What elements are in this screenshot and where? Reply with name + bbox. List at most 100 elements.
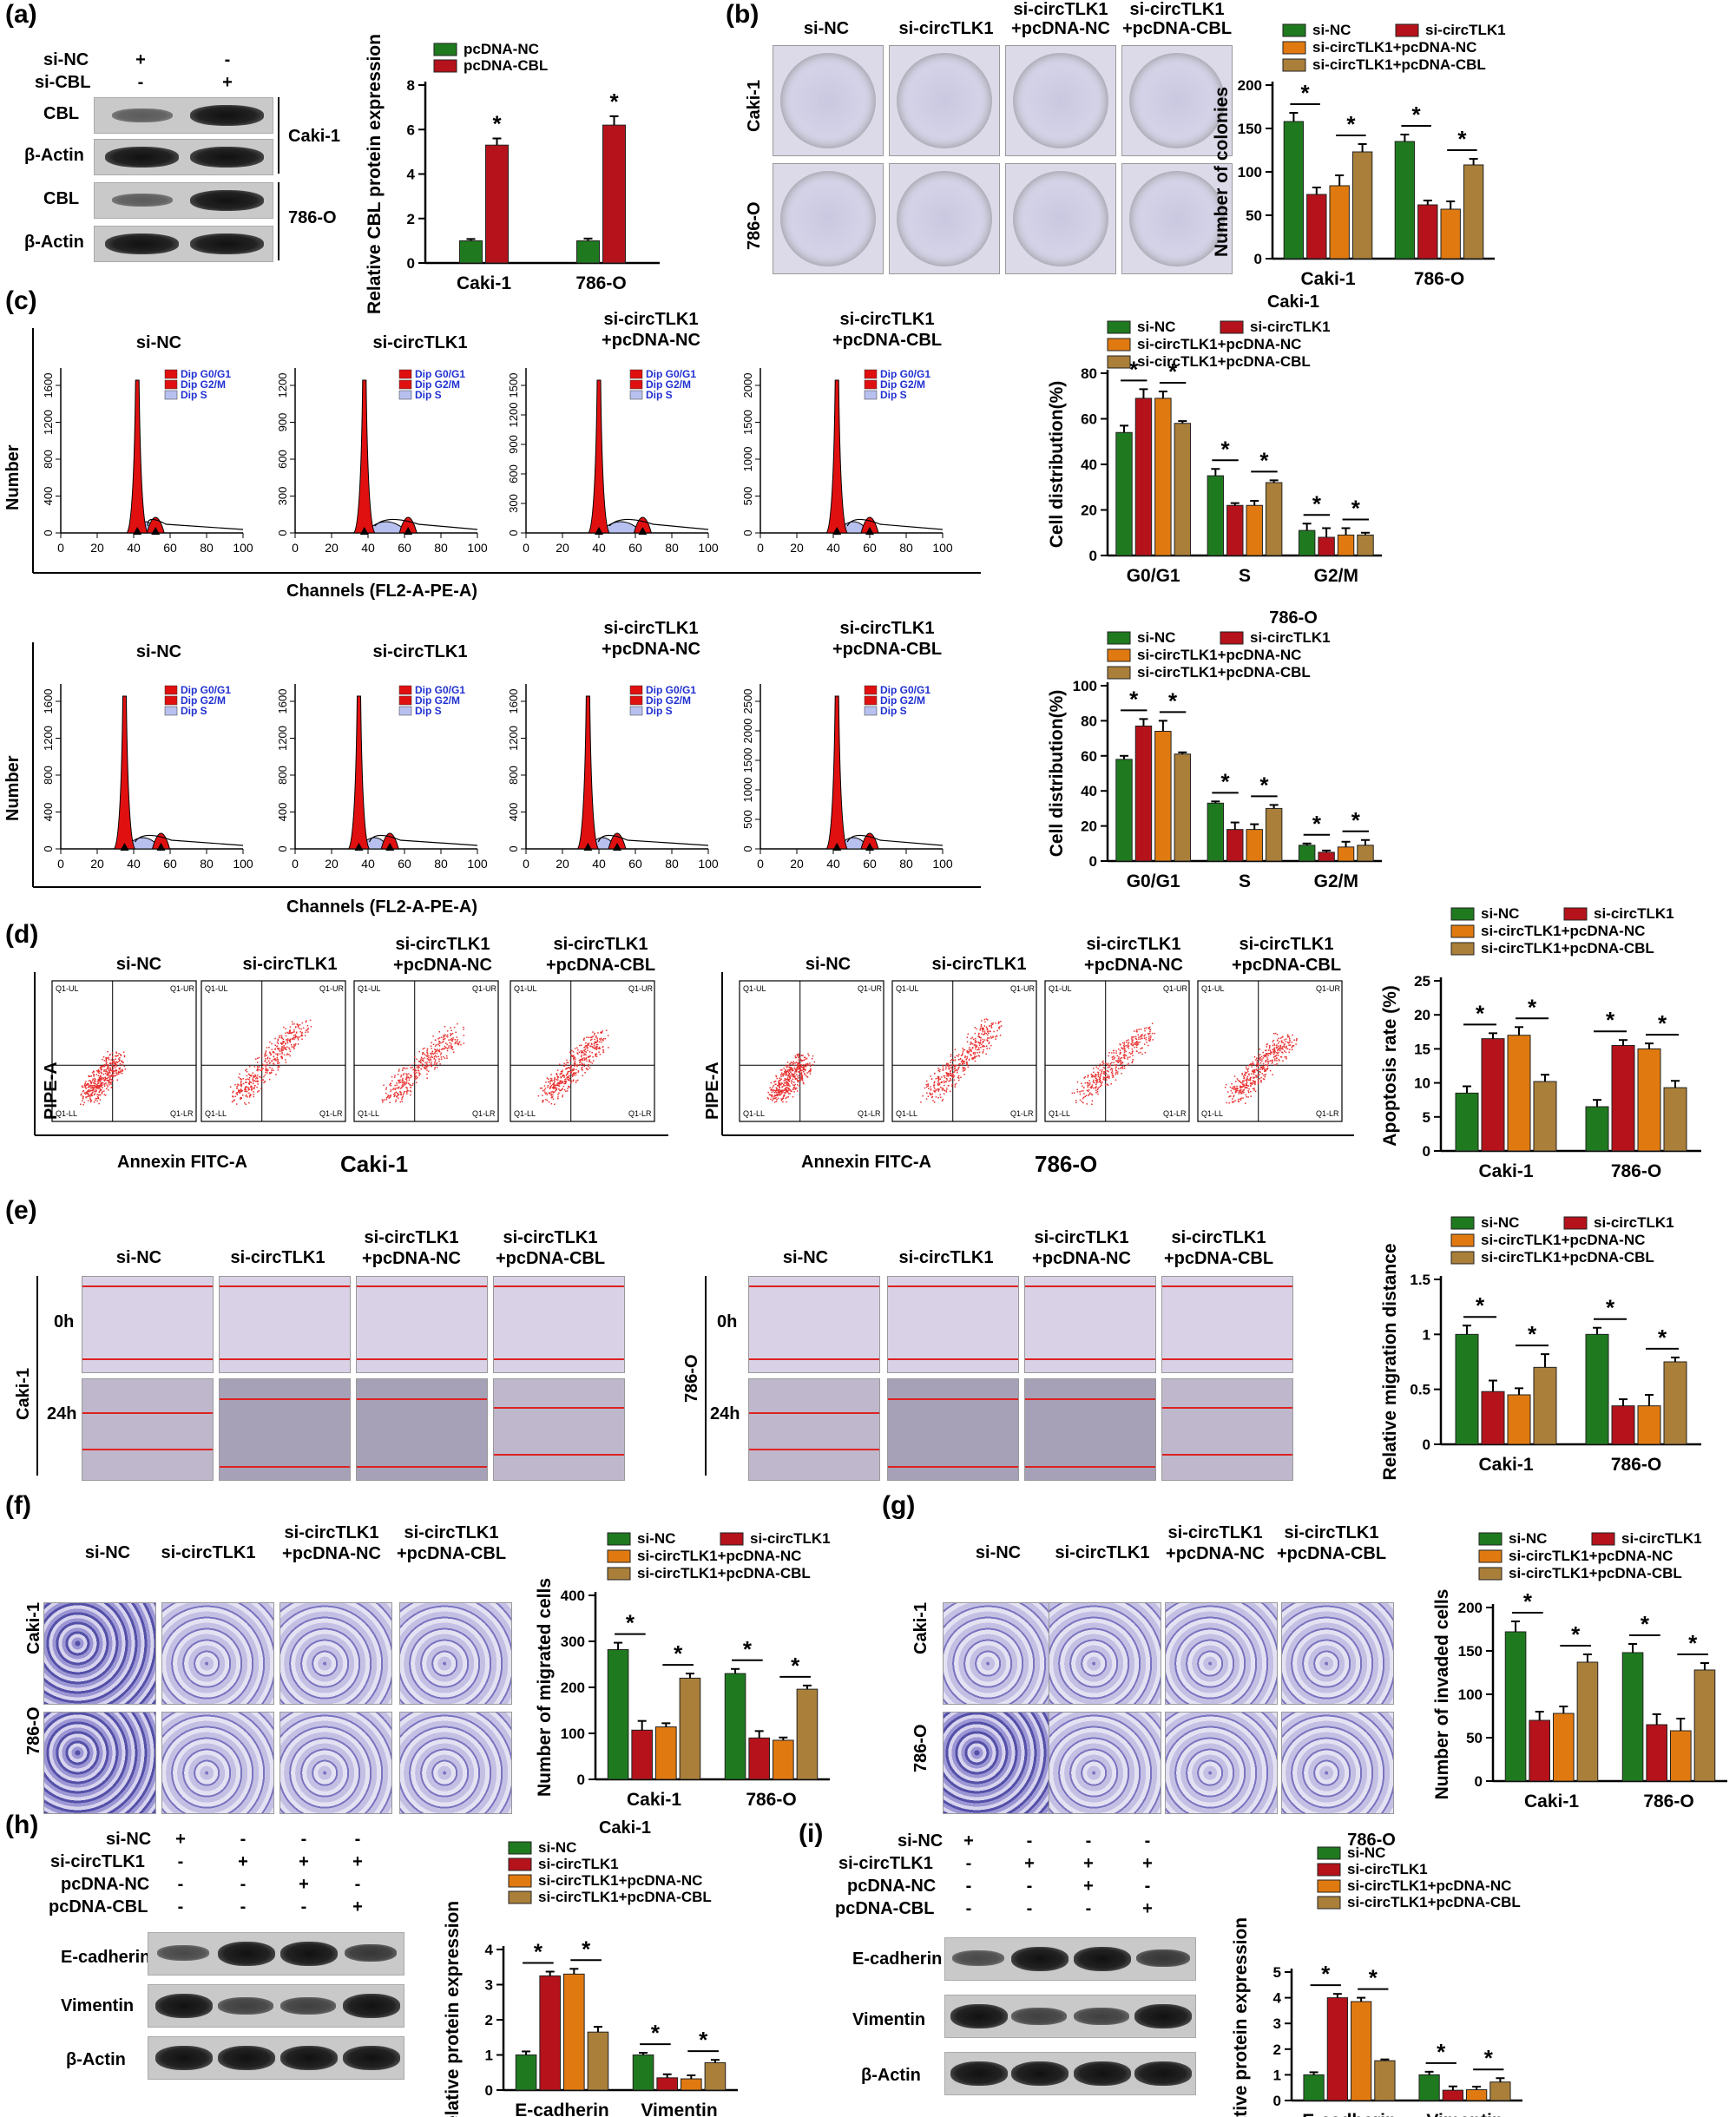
g0g1-peak <box>347 695 371 850</box>
bar <box>1663 1087 1687 1152</box>
significance-star: * <box>699 2027 708 2053</box>
band-label: β-Actin <box>24 146 84 165</box>
hist-y-tick-label: 400 <box>42 487 55 506</box>
dot-plot: Q1-UL Q1-UR Q1-LL Q1-LR <box>891 980 1037 1122</box>
col-header: si-circTLK1 +pcDNA-CBL <box>1231 935 1342 975</box>
significance-star: * <box>1221 768 1231 794</box>
hist-x-tick-label: 0 <box>292 857 299 871</box>
hist-x-tick-label: 40 <box>361 857 375 871</box>
sign: - <box>137 73 144 92</box>
hist-legend-swatch <box>864 379 878 390</box>
quadrant-label: Q1-UR <box>472 984 497 993</box>
legend-swatch <box>607 1567 631 1581</box>
sign: - <box>1144 1877 1151 1896</box>
legend-label: si-circTLK1 <box>538 1856 619 1872</box>
hist-legend-label: Dip G0/G1 <box>415 684 465 696</box>
quadrant-label: Q1-LR <box>319 1109 343 1118</box>
peak-marker <box>595 527 603 535</box>
legend-label: si-NC <box>1137 629 1175 646</box>
hist-y-tick-label: 1600 <box>507 689 520 714</box>
wound-image-24h <box>82 1378 214 1481</box>
row-label-si-cbl: si-CBL <box>35 73 91 92</box>
hist-y-tick-label: 1000 <box>741 778 754 803</box>
x-tick-label: G0/G1 <box>1127 566 1180 586</box>
legend-swatch <box>1450 924 1475 938</box>
quadrant-label: Q1-UL <box>56 984 79 993</box>
dot-plot: Q1-UL Q1-UR Q1-LL Q1-LR <box>510 980 655 1122</box>
hist-x-tick-label: 0 <box>757 541 764 555</box>
significance-star: * <box>1606 1295 1615 1321</box>
quadrant-label: Q1-UL <box>358 984 381 993</box>
hist-legend-swatch <box>164 685 178 695</box>
sign: + <box>1142 1854 1153 1873</box>
hist-y-tick-label: 0 <box>507 529 520 536</box>
quadrant-label: Q1-UR <box>170 984 195 993</box>
sign: - <box>965 1854 972 1873</box>
legend-label: si-circTLK1+pcDNA-NC <box>1137 336 1301 352</box>
hist-x-tick-label: 100 <box>698 541 719 555</box>
bar <box>1637 1048 1661 1152</box>
hist-y-tick-label: 800 <box>507 766 520 785</box>
peak-marker <box>832 527 842 535</box>
bar <box>1134 398 1153 556</box>
x-tick-label: G2/M <box>1314 566 1358 586</box>
col-header: si-circTLK1 +pcDNA-CBL <box>832 310 943 350</box>
g2m-peak <box>398 516 418 534</box>
hist-x-tick-label: 80 <box>434 541 448 555</box>
hist-legend-label: Dip S <box>181 705 207 717</box>
dot-plot: Q1-UL Q1-UR Q1-LL Q1-LR <box>353 980 499 1122</box>
time-label: 0h <box>54 1312 75 1331</box>
significance-star: * <box>1259 772 1269 798</box>
panel-label-c: (c) <box>5 286 37 315</box>
x-tick-label: Caki-1 <box>1300 269 1355 289</box>
y-tick-label: 8 <box>407 77 415 94</box>
bar <box>1553 1713 1575 1782</box>
hist-x-tick-label: 40 <box>361 541 375 555</box>
bar <box>1246 504 1263 556</box>
col-header: si-NC <box>782 1248 829 1267</box>
bar <box>1670 1730 1692 1782</box>
quadrant-label: Q1-LR <box>628 1109 652 1118</box>
hist-legend-swatch <box>398 695 412 706</box>
transwell-image <box>1281 1602 1394 1705</box>
hist-x-tick-label: 40 <box>592 857 606 871</box>
col-header: si-circTLK1 <box>898 1248 994 1267</box>
transwell-image <box>1281 1712 1394 1814</box>
col-header: si-NC <box>84 1543 131 1562</box>
hist-legend-label: Dip G2/M <box>646 694 691 707</box>
sign: - <box>300 1897 307 1916</box>
bar <box>773 1739 794 1780</box>
hist-x-tick-label: 40 <box>592 541 606 555</box>
hist-y-tick-label: 2500 <box>741 689 754 714</box>
legend-label: si-circTLK1+pcDNA-NC <box>1137 647 1301 663</box>
hist-legend-swatch <box>398 706 412 716</box>
bar <box>1576 1661 1599 1782</box>
panel-label-f: (f) <box>5 1491 31 1520</box>
row-label-si-nc: si-NC <box>43 50 89 69</box>
sign: + <box>299 1852 309 1871</box>
transwell-image <box>161 1712 274 1814</box>
x-tick-label: 786-O <box>746 1790 796 1810</box>
panel-label-d: (d) <box>5 920 39 949</box>
dot-plot-frame <box>201 980 346 1122</box>
peak-marker <box>832 843 842 851</box>
col-header: si-circTLK1 <box>161 1543 256 1562</box>
fit-curve <box>374 518 478 530</box>
significance-star: * <box>1658 1325 1667 1351</box>
hist-legend-label: Dip G2/M <box>880 378 925 391</box>
legend-swatch <box>1282 41 1306 55</box>
legend-label: si-circTLK1+pcDNA-NC <box>1481 923 1645 939</box>
significance-star: * <box>674 1640 683 1667</box>
hist-y-tick-label: 800 <box>42 450 55 469</box>
legend-label: si-circTLK1+pcDNA-CBL <box>538 1889 712 1905</box>
legend-label: pcDNA-CBL <box>464 57 548 74</box>
sign: + <box>1142 1899 1153 1918</box>
x-tick-label: 786-O <box>575 273 626 293</box>
legend-swatch <box>1591 1532 1615 1546</box>
legend-label: si-circTLK1+pcDNA-NC <box>1312 39 1476 56</box>
bar <box>1306 194 1327 260</box>
sign: + <box>1083 1854 1094 1873</box>
transwell-image <box>43 1602 156 1705</box>
wound-image-0h <box>1161 1276 1293 1373</box>
